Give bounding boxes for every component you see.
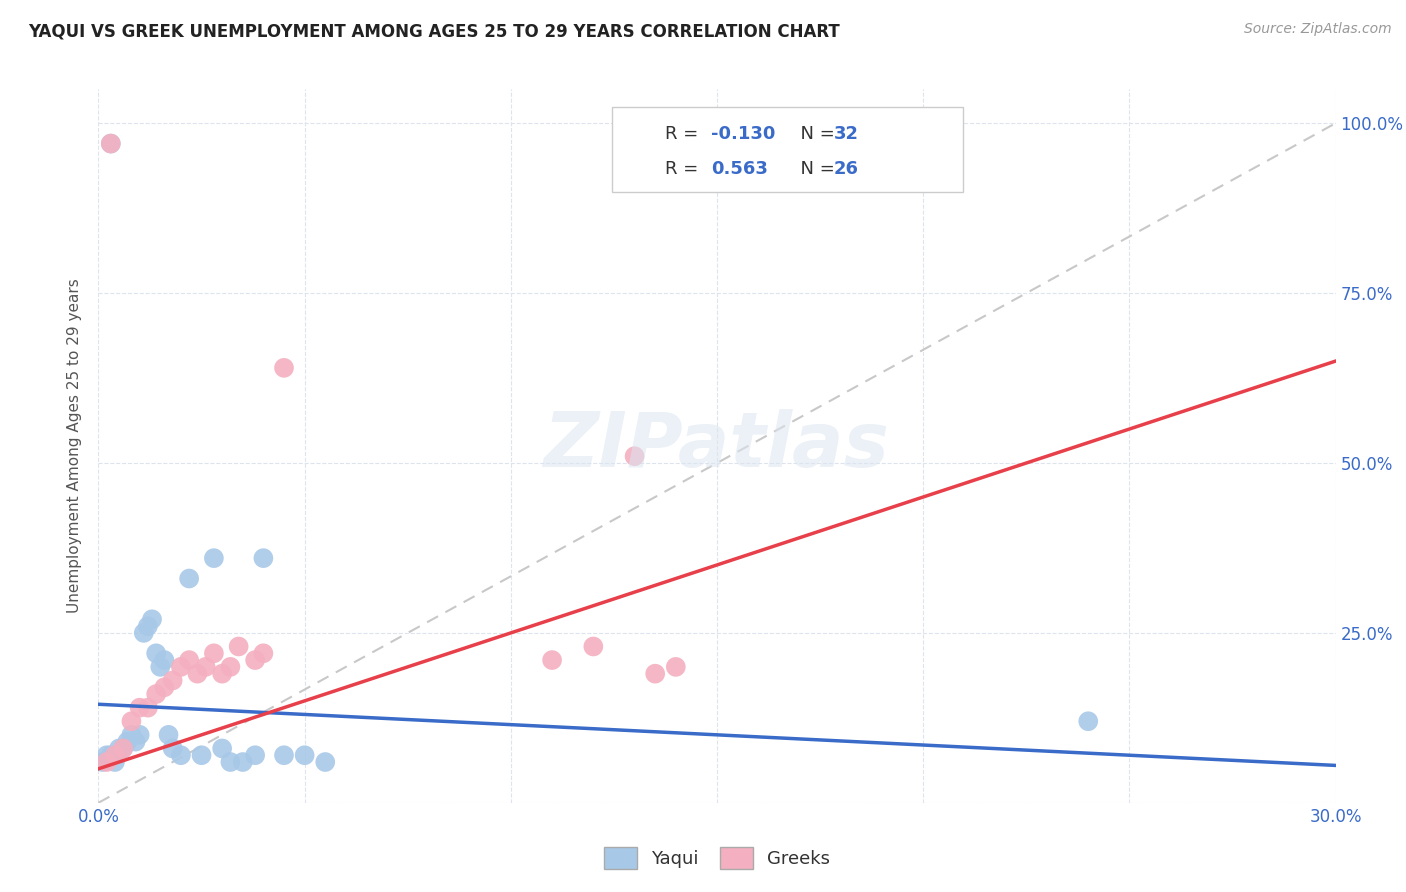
Point	[190, 748, 212, 763]
Point	[211, 741, 233, 756]
Point	[162, 741, 184, 756]
Point	[243, 653, 266, 667]
Point	[132, 626, 155, 640]
Point	[202, 551, 225, 566]
Point	[170, 748, 193, 763]
Point	[128, 728, 150, 742]
Point	[252, 646, 274, 660]
Point	[100, 136, 122, 151]
Point	[91, 755, 114, 769]
Point	[117, 734, 139, 748]
Point	[232, 755, 254, 769]
Point	[149, 660, 172, 674]
Point	[145, 687, 167, 701]
Point	[219, 660, 242, 674]
Point	[273, 360, 295, 375]
Point	[186, 666, 208, 681]
Point	[228, 640, 250, 654]
Point	[252, 551, 274, 566]
Point	[219, 755, 242, 769]
Text: N =: N =	[789, 161, 841, 178]
Point	[665, 660, 688, 674]
Point	[128, 700, 150, 714]
Text: ZIPatlas: ZIPatlas	[544, 409, 890, 483]
Point	[1077, 714, 1099, 729]
Point	[136, 700, 159, 714]
Point	[108, 741, 131, 756]
Point	[202, 646, 225, 660]
Point	[120, 714, 142, 729]
Text: -0.130: -0.130	[711, 125, 776, 143]
Point	[145, 646, 167, 660]
Point	[179, 653, 201, 667]
Point	[179, 572, 201, 586]
Point	[153, 653, 176, 667]
Point	[136, 619, 159, 633]
Point	[100, 136, 122, 151]
Point	[96, 755, 118, 769]
Point	[243, 748, 266, 763]
Point	[112, 741, 135, 756]
Text: YAQUI VS GREEK UNEMPLOYMENT AMONG AGES 25 TO 29 YEARS CORRELATION CHART: YAQUI VS GREEK UNEMPLOYMENT AMONG AGES 2…	[28, 22, 839, 40]
Legend: Yaqui, Greeks: Yaqui, Greeks	[596, 839, 838, 876]
Text: N =: N =	[789, 125, 841, 143]
Point	[582, 640, 605, 654]
Text: R =: R =	[665, 125, 704, 143]
Text: 26: 26	[834, 161, 859, 178]
Point	[623, 449, 645, 463]
Y-axis label: Unemployment Among Ages 25 to 29 years: Unemployment Among Ages 25 to 29 years	[67, 278, 83, 614]
Point	[124, 734, 146, 748]
Point	[314, 755, 336, 769]
Text: 0.563: 0.563	[711, 161, 768, 178]
Point	[100, 748, 122, 763]
Text: R =: R =	[665, 161, 710, 178]
Point	[541, 653, 564, 667]
Text: 32: 32	[834, 125, 859, 143]
Point	[273, 748, 295, 763]
Point	[294, 748, 316, 763]
Point	[162, 673, 184, 688]
Point	[194, 660, 217, 674]
Point	[96, 748, 118, 763]
Text: Source: ZipAtlas.com: Source: ZipAtlas.com	[1244, 22, 1392, 37]
Point	[104, 748, 127, 763]
Point	[153, 680, 176, 694]
Point	[644, 666, 666, 681]
Point	[170, 660, 193, 674]
Point	[157, 728, 180, 742]
Point	[104, 755, 127, 769]
Point	[112, 741, 135, 756]
Point	[211, 666, 233, 681]
Point	[141, 612, 163, 626]
Point	[120, 728, 142, 742]
